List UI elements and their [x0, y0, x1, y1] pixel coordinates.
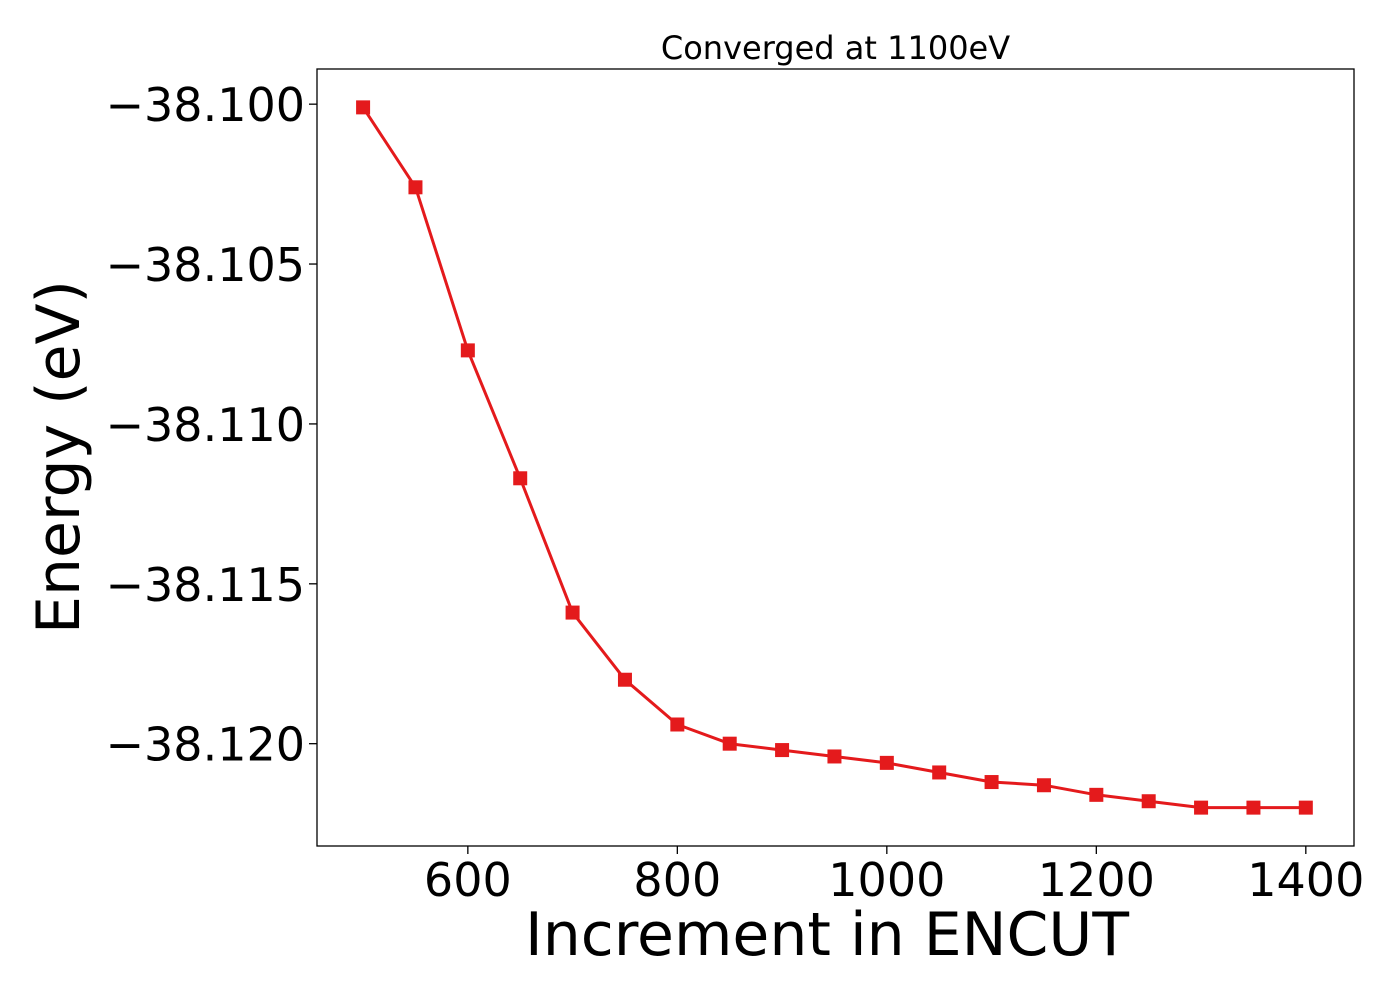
- y-tick-label: −38.120: [106, 718, 306, 772]
- y-tick-label: −38.110: [106, 398, 306, 452]
- x-tick-label: 800: [633, 853, 721, 907]
- data-point-marker: [775, 743, 790, 758]
- x-tick-label: 1200: [1038, 853, 1155, 907]
- data-point-marker: [670, 717, 685, 732]
- data-point-marker: [879, 755, 894, 770]
- x-axis: 600 800 1000 1200 1400: [424, 846, 1364, 907]
- chart-title: Converged at 1100eV: [661, 29, 1010, 67]
- plot-area: [317, 69, 1354, 846]
- data-point-marker: [565, 605, 580, 620]
- data-point-marker: [460, 343, 475, 358]
- y-tick-label: −38.105: [106, 238, 306, 292]
- y-tick-label: −38.100: [106, 78, 306, 132]
- data-point-marker: [356, 100, 371, 115]
- data-point-marker: [617, 672, 632, 687]
- data-point-marker: [984, 775, 999, 790]
- y-axis: −38.100 −38.105 −38.110 −38.115 −38.120: [106, 78, 317, 772]
- data-point-marker: [827, 749, 842, 764]
- data-point-marker: [513, 471, 528, 486]
- data-point-marker: [1194, 800, 1209, 815]
- data-point-marker: [1089, 787, 1104, 802]
- data-point-marker: [1246, 800, 1261, 815]
- x-tick-label: 600: [424, 853, 512, 907]
- data-point-marker: [1036, 778, 1051, 793]
- series-layer: [356, 100, 1313, 815]
- x-tick-label: 1000: [828, 853, 945, 907]
- data-point-marker: [1141, 794, 1156, 809]
- data-point-marker: [1298, 800, 1313, 815]
- data-point-marker: [722, 736, 737, 751]
- data-point-marker: [932, 765, 947, 780]
- plot-frame-border: [316, 68, 1355, 847]
- data-point-marker: [408, 180, 423, 195]
- x-tick-label: 1400: [1247, 853, 1364, 907]
- y-tick-label: −38.115: [106, 558, 306, 612]
- y-axis-label: Energy (eV): [24, 280, 94, 634]
- x-axis-label: Increment in ENCUT: [525, 900, 1129, 970]
